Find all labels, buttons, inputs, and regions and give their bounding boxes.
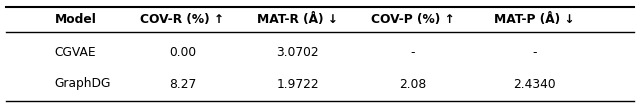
Text: MAT-P (Å) ↓: MAT-P (Å) ↓	[494, 13, 575, 26]
Text: 2.4340: 2.4340	[513, 77, 556, 91]
Text: 8.27: 8.27	[169, 77, 196, 91]
Text: -: -	[532, 46, 537, 59]
Text: GraphDG: GraphDG	[54, 77, 111, 91]
Text: 0.00: 0.00	[169, 46, 196, 59]
Text: -: -	[410, 46, 415, 59]
Text: COV-R (%) ↑: COV-R (%) ↑	[140, 13, 225, 26]
Text: 1.9722: 1.9722	[276, 77, 319, 91]
Text: COV-P (%) ↑: COV-P (%) ↑	[371, 13, 454, 26]
Text: 3.0702: 3.0702	[276, 46, 319, 59]
Text: Model: Model	[54, 13, 96, 26]
Text: MAT-R (Å) ↓: MAT-R (Å) ↓	[257, 13, 338, 26]
Text: 2.08: 2.08	[399, 77, 426, 91]
Text: CGVAE: CGVAE	[54, 46, 96, 59]
